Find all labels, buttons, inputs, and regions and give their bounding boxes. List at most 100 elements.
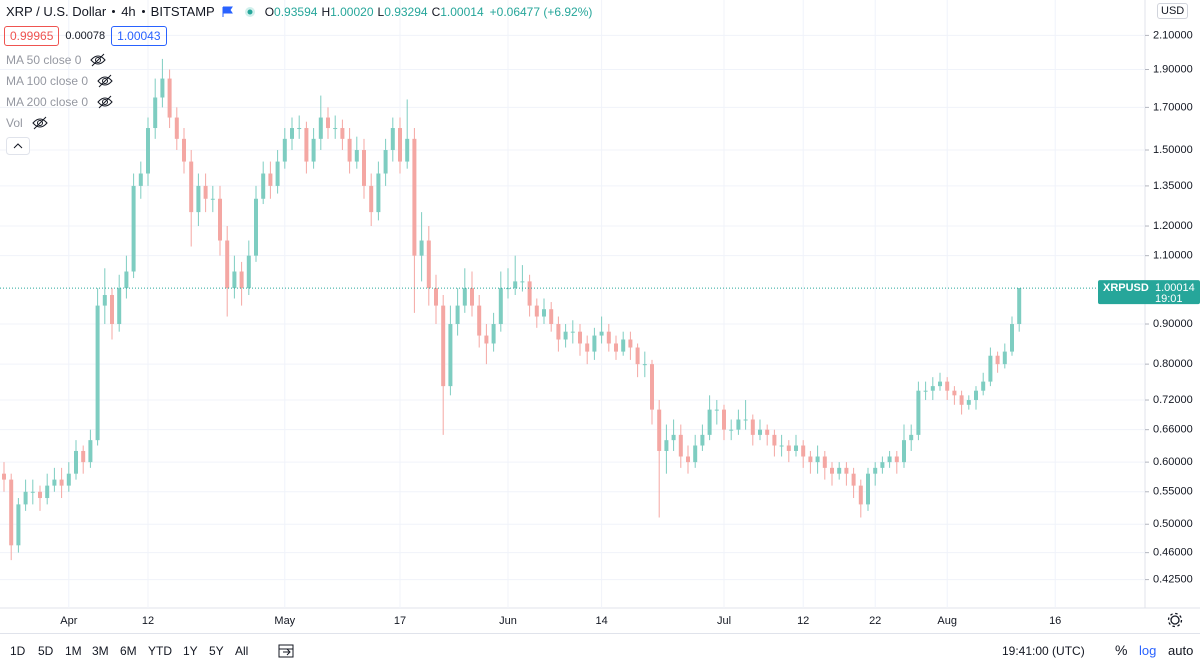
candle-body [894,456,899,463]
candle-body [765,429,770,435]
range-button[interactable]: 1Y [183,644,198,658]
y-tick-label: 1.10000 [1153,250,1193,262]
candle-body [635,347,640,365]
candle-body [880,462,885,468]
log-toggle[interactable]: log [1139,643,1157,658]
percent-toggle[interactable]: % [1115,642,1128,658]
range-button[interactable]: YTD [148,644,172,658]
range-button[interactable]: 1M [65,644,82,658]
range-button[interactable]: 5D [38,644,54,658]
candle-body [1002,351,1007,365]
candle-body [909,434,914,441]
candle-body [268,173,273,186]
candle-body [988,355,993,382]
flag-icon[interactable] [221,6,235,18]
collapse-button[interactable] [6,137,30,155]
candle-body [534,305,539,317]
x-tick-label: Apr [60,615,77,627]
candle-body [74,450,78,474]
clock: 19:41:00 (UTC) [1002,644,1085,658]
x-tick-label: 12 [797,615,809,627]
candle-body [794,445,798,451]
candle-body [160,78,165,98]
candle-body [578,331,582,344]
ask-price[interactable]: 1.00043 [111,26,167,46]
last-price-value: 1.00014 [1155,282,1195,294]
candle-body [923,390,928,392]
candle-body [455,305,460,325]
range-button[interactable]: All [235,644,249,658]
candle-body [822,456,827,468]
indicator-label[interactable]: MA 200 close 0 [6,95,89,109]
interval[interactable]: 4h [121,4,136,19]
bid-ask: 0.99965 0.00078 1.00043 [4,26,167,46]
candle-body [333,128,338,130]
candle-body [146,128,150,174]
candle-body [203,185,208,199]
candle-body [614,343,618,352]
symbol-header: XRP / U.S. Dollar 4h BITSTAMP O0.93594 H1… [6,4,592,19]
candle-body [434,288,438,306]
candle-body [664,440,669,451]
candle-body [282,138,287,162]
candle-body [369,185,374,213]
bid-price[interactable]: 0.99965 [4,26,60,46]
candle-body [196,185,201,213]
symbol[interactable]: XRP / U.S. Dollar [6,4,107,19]
hidden-icon[interactable] [31,116,49,130]
ohlc-item: C1.00014 [432,5,484,19]
hidden-icon[interactable] [96,74,114,88]
currency: USD [1161,5,1185,17]
settings-icon[interactable] [1167,612,1183,628]
candle-body [362,150,366,186]
hidden-icon[interactable] [89,53,107,67]
candle-body [102,295,107,306]
candle-body [182,138,186,162]
range-button[interactable]: 3M [92,644,109,658]
auto-toggle[interactable]: auto [1168,643,1194,658]
candle-body [23,491,28,505]
candle-body [52,479,57,486]
candle-body [304,128,309,162]
indicator-label[interactable]: Vol [6,116,23,130]
currency-select[interactable]: USD [1157,3,1189,19]
indicator-label[interactable]: MA 100 close 0 [6,74,89,88]
candle-body [887,456,892,463]
candle-body [326,117,330,129]
candle-body [693,445,698,463]
candle-body [858,485,863,505]
candle-body [232,271,237,289]
spread: 0.00078 [65,30,106,42]
x-tick-label: Jun [499,615,517,627]
candle-body [981,381,986,391]
candle-body [700,434,705,446]
candle-body [246,255,251,289]
candle-body [866,473,870,505]
candle-body [254,198,258,256]
candle-body [16,504,21,546]
ohlc-item: O0.93594 [265,5,318,19]
candle-body [650,364,654,410]
candle-body [189,161,194,213]
range-button[interactable]: 5Y [209,644,224,658]
candle-body [2,473,6,480]
candle-body [952,390,957,396]
candle-body [974,390,978,401]
candle-body [347,138,352,162]
y-tick-label: 0.46000 [1153,547,1193,559]
x-tick-label: Jul [717,615,731,627]
date-range-icon[interactable] [278,643,296,659]
ohlc-item: L0.93294 [378,5,428,19]
hidden-icon[interactable] [96,95,114,109]
candle-body [758,429,762,435]
indicator-label[interactable]: MA 50 close 0 [6,53,82,67]
range-button[interactable]: 6M [120,644,137,658]
indicator: Vol [6,116,49,130]
candle-body [498,288,503,325]
candle-body [585,343,590,352]
range-button[interactable]: 1D [10,644,26,658]
candle-body [239,271,244,289]
candle-body [642,364,647,366]
candle-body [599,331,604,336]
